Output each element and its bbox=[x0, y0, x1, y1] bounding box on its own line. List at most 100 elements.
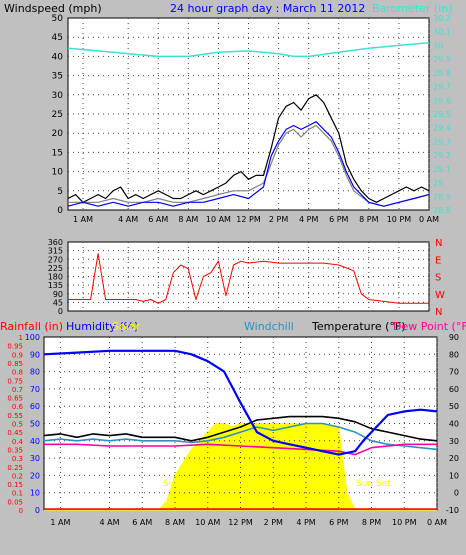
humidity-tick-10: 10 bbox=[30, 489, 40, 498]
rainfall-tick-0-6: 0.6 bbox=[12, 403, 24, 411]
time-tick-8-pm: 8 PM bbox=[362, 518, 381, 527]
time-tick-6-pm: 6 PM bbox=[329, 215, 348, 224]
humidity-tick-100: 100 bbox=[25, 333, 40, 342]
temperature-tick-10: 10 bbox=[449, 471, 459, 480]
windspeed-tick-40: 40 bbox=[52, 52, 64, 62]
rainfall-tick-1: 1 bbox=[19, 334, 23, 342]
direction-tick-0: 0 bbox=[58, 307, 63, 316]
direction-tick-90: 90 bbox=[53, 290, 63, 299]
windspeed-tick-50: 50 bbox=[52, 14, 64, 24]
rainfall-tick-0-4: 0.4 bbox=[12, 438, 24, 446]
time-tick-12-pm: 12 PM bbox=[236, 215, 261, 224]
rainfall-tick-0-75: 0.75 bbox=[7, 377, 23, 385]
dewpoint-line bbox=[44, 443, 437, 456]
time-tick-8-pm: 8 PM bbox=[359, 215, 378, 224]
barometer-tick-29-9: 29.9 bbox=[433, 55, 451, 64]
time-tick-10-am: 10 AM bbox=[195, 518, 220, 527]
humidity-tick-80: 80 bbox=[30, 368, 40, 377]
temperature-tick-60: 60 bbox=[449, 385, 459, 394]
temperature-tick-90: 90 bbox=[449, 333, 459, 342]
humidity-axis-label: Humidity (%) bbox=[66, 320, 138, 333]
solar-axis-label: Solar bbox=[112, 320, 141, 333]
humidity-tick-labels: 0 10 20 30 40 50 60 70 80 90 100 bbox=[25, 333, 40, 515]
chart-title: 24 hour graph day : March 11 2012 bbox=[170, 2, 365, 15]
rainfall-tick-0-1: 0.1 bbox=[12, 490, 23, 498]
time-tick-8-am: 8 AM bbox=[178, 215, 198, 224]
compass-tick-n-0: N bbox=[435, 307, 442, 318]
direction-tick-360: 360 bbox=[48, 238, 63, 247]
windspeed-tick-15: 15 bbox=[52, 148, 63, 158]
rainfall-tick-0-8: 0.8 bbox=[12, 369, 23, 377]
time-tick-12-pm: 12 PM bbox=[228, 518, 253, 527]
rainfall-axis-label: Rainfall (in) bbox=[0, 320, 63, 333]
windspeed-tick-30: 30 bbox=[52, 91, 64, 101]
temperature-tick-10: -10 bbox=[446, 506, 459, 515]
windspeed-tick-5: 5 bbox=[57, 187, 63, 197]
time-tick-4-am: 4 AM bbox=[118, 215, 138, 224]
humidity-tick-50: 50 bbox=[30, 420, 40, 429]
rainfall-tick-0-5: 0.5 bbox=[12, 421, 23, 429]
direction-grid bbox=[68, 242, 430, 311]
wind-series bbox=[67, 41, 430, 207]
temperature-line bbox=[43, 415, 438, 442]
humidity-line bbox=[43, 349, 438, 456]
time-tick-0-am: 0 AM bbox=[427, 518, 447, 527]
temperature-tick-70: 70 bbox=[449, 368, 459, 377]
time-tick-4-am: 4 AM bbox=[99, 518, 119, 527]
time-tick-10-pm: 10 PM bbox=[392, 518, 417, 527]
wind_avg-line bbox=[67, 121, 430, 207]
rainfall-tick-0-15: 0.15 bbox=[7, 481, 23, 489]
windspeed-tick-35: 35 bbox=[52, 72, 63, 82]
rainfall-tick-0-45: 0.45 bbox=[7, 429, 23, 437]
temperature-axis-label: Temperature (°F) bbox=[311, 320, 406, 333]
time-tick-1-am: 1 AM bbox=[73, 215, 93, 224]
temperature-tick-0: 0 bbox=[454, 489, 459, 498]
humidity-tick-30: 30 bbox=[30, 454, 40, 463]
rainfall-tick-0-65: 0.65 bbox=[7, 395, 23, 403]
humidity-tick-20: 20 bbox=[30, 471, 40, 480]
rainfall-tick-0-7: 0.7 bbox=[12, 386, 23, 394]
barometer-tick-29-1: 29.1 bbox=[433, 165, 451, 174]
barometer-tick-29-2: 29.2 bbox=[433, 151, 451, 160]
temperature-tick-labels: -10 0 10 20 30 40 50 60 70 80 90 bbox=[446, 333, 459, 515]
barometer-tick-29-5: 29.5 bbox=[433, 110, 451, 119]
windspeed-tick-45: 45 bbox=[52, 33, 63, 43]
direction-series bbox=[68, 253, 429, 304]
time-tick-2-pm: 2 PM bbox=[269, 215, 288, 224]
rainfall-tick-0: 0 bbox=[19, 507, 23, 515]
wind-time-tick-labels: 1 AM 4 AM 6 AM 8 AM 10 AM 12 PM 2 PM 4 PM 6 PM 8 … bbox=[73, 215, 439, 224]
rainfall-tick-0-55: 0.55 bbox=[7, 412, 23, 420]
compass-tick-e-3: E bbox=[435, 255, 441, 266]
sunrise-label: Sun Rise bbox=[163, 479, 202, 489]
direction-tick-45: 45 bbox=[53, 298, 63, 307]
temperature-tick-40: 40 bbox=[449, 420, 459, 429]
barometer-tick-28-8: 28.8 bbox=[433, 206, 451, 215]
windspeed-tick-0: 0 bbox=[57, 206, 63, 216]
windspeed-tick-10: 10 bbox=[52, 168, 64, 178]
direction-tick-270: 270 bbox=[48, 255, 63, 264]
direction-tick-180: 180 bbox=[48, 273, 63, 282]
barometer-tick-30-2: 30.2 bbox=[433, 14, 451, 23]
windspeed-tick-labels: 0 5 10 15 20 25 30 35 40 45 50 bbox=[52, 14, 64, 216]
time-tick-4-pm: 4 PM bbox=[299, 215, 318, 224]
temperature-tick-80: 80 bbox=[449, 350, 459, 359]
rainfall-tick-0-2: 0.2 bbox=[12, 472, 23, 480]
direction-tick-135: 135 bbox=[48, 281, 63, 290]
temperature-tick-30: 30 bbox=[449, 437, 459, 446]
time-tick-0-am: 0 AM bbox=[419, 215, 439, 224]
direction-tick-225: 225 bbox=[48, 264, 63, 273]
barometer-tick-28-9: 28.9 bbox=[433, 192, 451, 201]
time-tick-8-am: 8 AM bbox=[165, 518, 185, 527]
humidity-tick-40: 40 bbox=[30, 437, 40, 446]
time-tick-6-pm: 6 PM bbox=[329, 518, 348, 527]
dewpoint-axis-label: Dew Point (°F) bbox=[393, 320, 466, 333]
windchill-line bbox=[43, 422, 438, 451]
temperature-tick-20: 20 bbox=[449, 454, 459, 463]
barometer-tick-29-8: 29.8 bbox=[433, 69, 451, 78]
barometer-line bbox=[67, 41, 430, 58]
rainfall-tick-0-9: 0.9 bbox=[12, 351, 23, 359]
barometer-tick-30: 30 bbox=[433, 41, 443, 50]
